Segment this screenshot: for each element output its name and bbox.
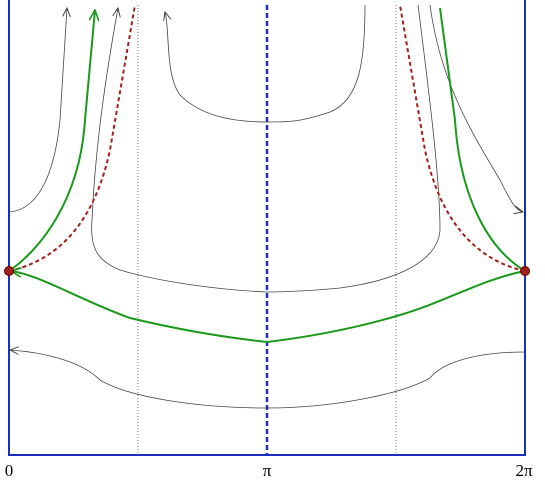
fixed-point xyxy=(520,266,530,276)
separatrix xyxy=(399,4,526,272)
trajectory xyxy=(10,350,526,409)
trajectory xyxy=(91,4,441,293)
trajectory xyxy=(165,4,366,123)
axis-label: π xyxy=(263,461,272,480)
green-trajectory xyxy=(11,271,526,344)
trajectory xyxy=(8,8,67,213)
separatrix xyxy=(8,4,136,272)
green-trajectory xyxy=(8,10,95,272)
axis-label: 2π xyxy=(515,461,533,480)
trajectory xyxy=(429,4,523,212)
green-trajectory xyxy=(439,7,526,272)
fixed-point xyxy=(4,266,14,276)
axis-label: 0 xyxy=(5,461,14,480)
